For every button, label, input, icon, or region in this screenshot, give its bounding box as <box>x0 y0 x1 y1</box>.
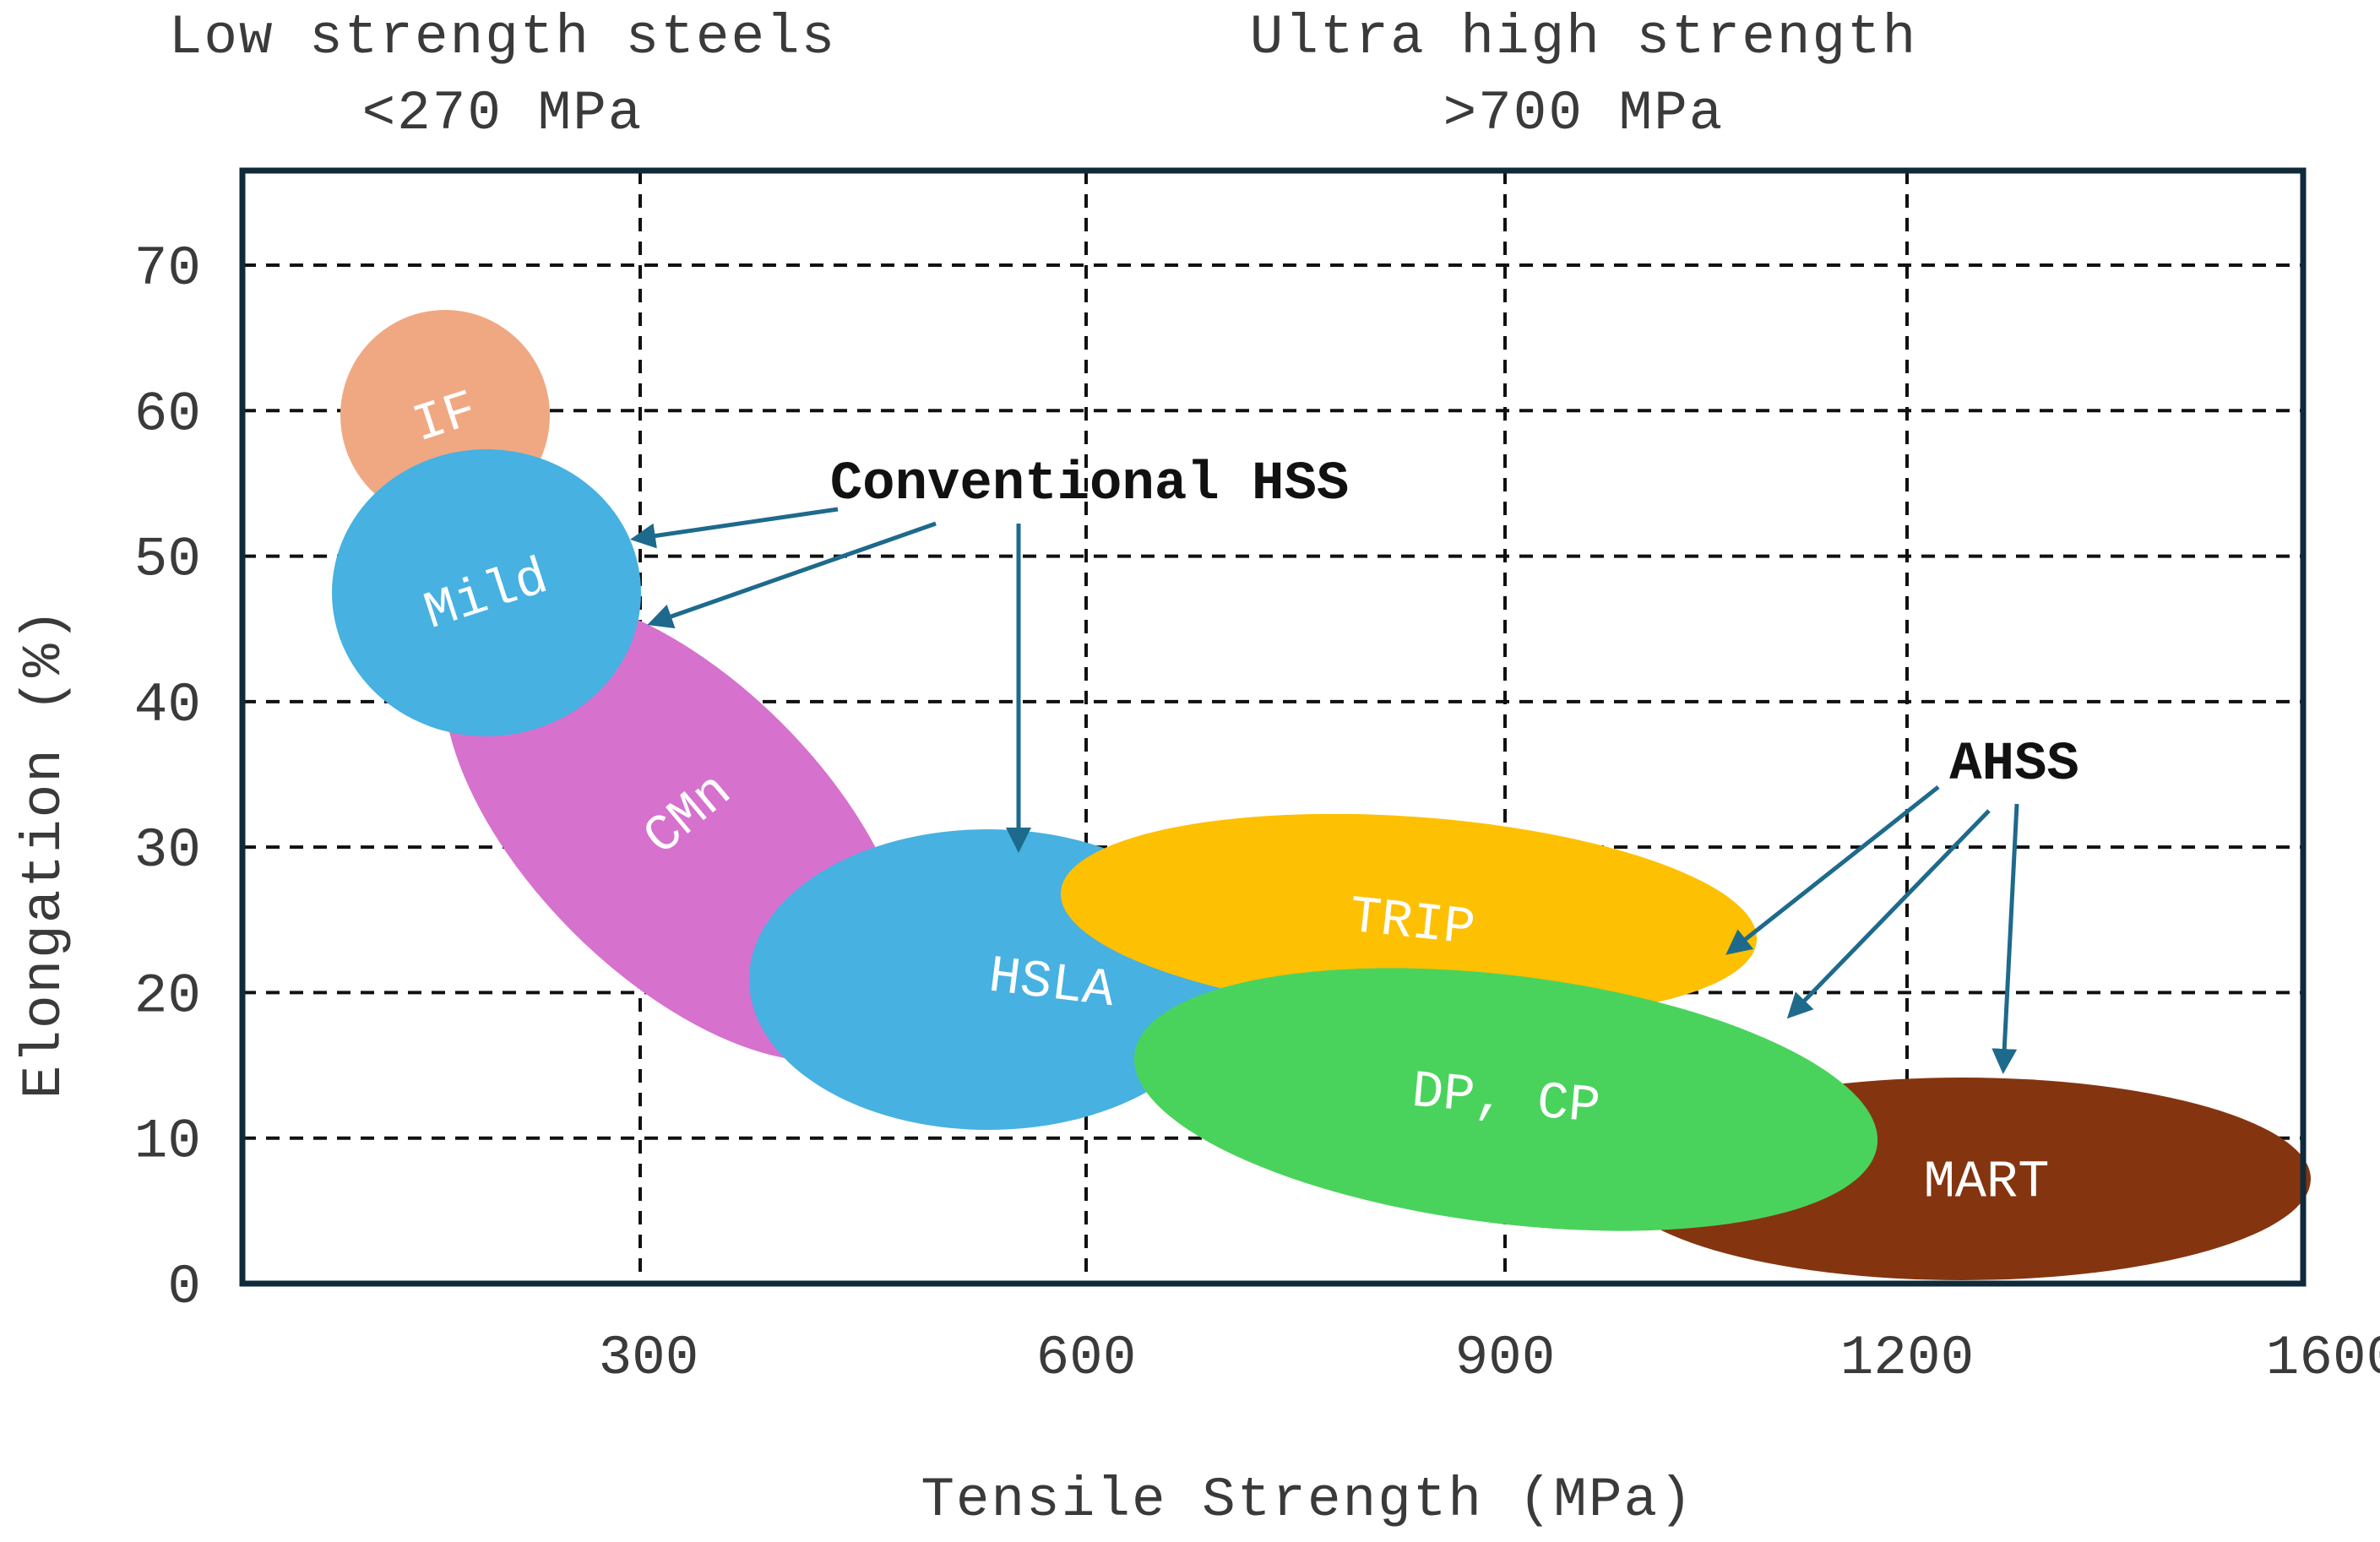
y-axis-title: Elongation (%) <box>13 607 76 1099</box>
arrow-conventional-to-mild <box>630 507 839 549</box>
y-tick-label-70: 70 <box>134 237 201 301</box>
annotation-arrows <box>630 507 2019 1074</box>
region-label-mart: MART <box>1924 1152 2050 1212</box>
plot-frame <box>239 167 2307 1287</box>
arrow-ahss-to-dp-cp <box>1786 809 1991 1019</box>
y-tick-label-10: 10 <box>134 1110 201 1174</box>
y-tick-label-30: 30 <box>134 819 201 882</box>
arrow-conventional-to-cmn <box>647 521 937 629</box>
arrow-ahss-to-mart <box>1991 803 2019 1074</box>
y-tick-label-40: 40 <box>134 674 201 737</box>
y-tick-label-60: 60 <box>134 383 201 446</box>
region-trip <box>1060 813 1758 1019</box>
conventional-hss-label: Conventional HSS <box>830 454 1350 515</box>
y-tick-label-0: 0 <box>167 1256 201 1319</box>
header-ultra-high-line2: >700 MPa <box>1443 82 1725 145</box>
x-axis-title: Tensile Strength (MPa) <box>921 1469 1693 1532</box>
x-tick-label-300: 300 <box>599 1327 699 1390</box>
header-low-strength-line2: <270 MPa <box>362 82 644 145</box>
arrow-ahss-to-trip <box>1725 785 1940 955</box>
region-mild <box>332 449 641 736</box>
region-label-trip: TRIP <box>1346 887 1477 959</box>
y-tick-label-20: 20 <box>134 964 201 1028</box>
y-tick-labels: 0 10 20 30 40 50 60 70 <box>134 237 201 1319</box>
header-ultra-high-line1: Ultra high strength <box>1250 6 1918 69</box>
header-low-strength-line1: Low strength steels <box>169 6 837 69</box>
ahss-label: AHSS <box>1949 735 2079 795</box>
x-tick-label-1200: 1200 <box>1840 1327 1974 1390</box>
region-dp-cp <box>1133 968 1878 1231</box>
x-tick-label-900: 900 <box>1455 1327 1556 1390</box>
y-tick-label-50: 50 <box>134 529 201 592</box>
x-tick-label-600: 600 <box>1036 1327 1137 1390</box>
